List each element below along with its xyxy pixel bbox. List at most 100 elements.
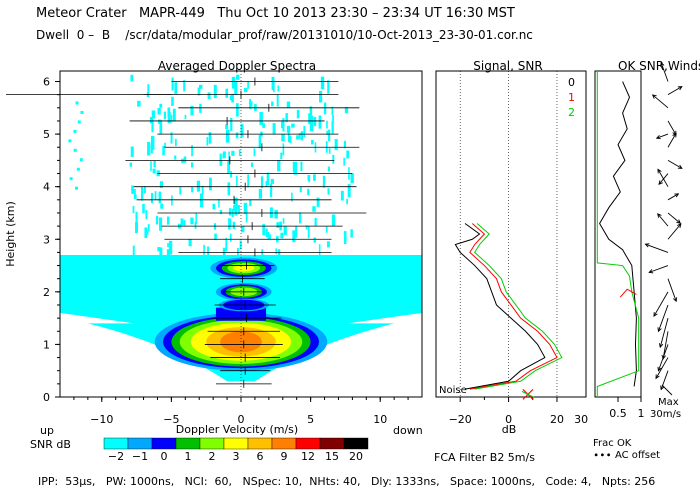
clutter-speck: [281, 120, 285, 129]
x-tick-label: 0: [238, 413, 245, 426]
header-title: Meteor Crater MAPR-449 Thu Oct 10 2013 2…: [36, 6, 515, 21]
clutter-speck: [237, 204, 240, 215]
clutter-speck: [196, 180, 201, 192]
wind-arrow-shaft: [659, 318, 669, 348]
clutter-speck: [230, 117, 233, 131]
clutter-speck: [199, 193, 204, 208]
clutter-speck: [227, 182, 231, 196]
colorbar-swatch: [343, 437, 369, 450]
clutter-speck: [133, 188, 136, 199]
clutter-speck: [231, 76, 236, 86]
clutter-speck: [228, 151, 230, 164]
clutter-speck: [265, 181, 268, 187]
clutter-speck: [276, 222, 280, 228]
clutter-speck: [295, 226, 298, 238]
colorbar-swatch: [223, 437, 249, 450]
x-tick-label: −10: [90, 413, 113, 426]
clutter-speck: [280, 232, 284, 239]
clutter-speck: [327, 80, 330, 94]
max-arrow: [661, 384, 673, 396]
clutter-speck: [298, 212, 302, 224]
colorbar-level-label: 15: [325, 450, 339, 463]
clutter-speck: [281, 134, 285, 142]
colorbar-swatch: [271, 437, 297, 450]
clutter-speck: [280, 152, 283, 160]
clutter-speck: [156, 215, 159, 221]
clutter-speck: [167, 243, 169, 248]
y-tick-label: 0: [43, 391, 50, 404]
y-tick-label: 4: [43, 181, 50, 194]
spectra-heatmap: [60, 71, 422, 397]
clutter-speck: [270, 183, 273, 198]
clutter-speck: [155, 217, 159, 225]
wind-arrow-head: [676, 219, 682, 224]
clutter-speck: [143, 186, 146, 194]
wind-arrow-head: [657, 213, 662, 218]
clutter-speck: [274, 209, 278, 219]
clutter-speck: [75, 101, 79, 105]
clutter-speck: [292, 230, 296, 243]
clutter-speck: [266, 172, 270, 186]
clutter-speck: [300, 161, 303, 172]
clutter-speck: [222, 247, 226, 260]
clutter-speck: [228, 218, 231, 230]
clutter-speck: [239, 240, 242, 250]
doppler-spectra-panel: Averaged Doppler Spectra −10 −5 0 5 10 01234…: [4, 59, 423, 463]
clutter-speck: [135, 222, 138, 234]
clutter-speck: [234, 207, 238, 216]
snr-gridlines: [459, 71, 558, 397]
clutter-speck: [260, 176, 263, 189]
clutter-speck: [167, 112, 171, 124]
wind-arrow-head: [674, 193, 680, 198]
clutter-speck: [238, 149, 241, 156]
wind-arrow-shaft: [653, 291, 669, 317]
clutter-speck: [195, 213, 197, 224]
clutter-speck: [312, 206, 316, 212]
clutter-speck: [291, 192, 293, 202]
clutter-speck: [203, 244, 205, 257]
clutter-speck: [250, 162, 253, 168]
clutter-speck: [326, 120, 328, 129]
clutter-speck: [183, 80, 186, 92]
clutter-speck: [277, 160, 281, 172]
wind-arrow-head: [660, 61, 665, 67]
wind-arrow-head: [644, 243, 650, 248]
clutter-speck: [147, 141, 151, 156]
clutter-speck: [135, 211, 138, 226]
frac-ok-red-segment: [619, 288, 637, 298]
frac-ok-x-tick-label: 1: [638, 407, 645, 420]
wind-arrow-shaft: [660, 62, 669, 82]
clutter-speck: [159, 181, 164, 188]
clutter-speck: [174, 138, 177, 146]
clutter-speck: [314, 217, 317, 227]
snr-title: Signal, SNR: [473, 59, 542, 73]
clutter-speck: [190, 105, 194, 116]
colorbar-level-label: 1: [185, 450, 192, 463]
clutter-speck: [212, 203, 216, 210]
clutter-speck: [326, 130, 330, 135]
y-tick-label: 2: [43, 286, 50, 299]
clutter-speck: [327, 241, 330, 248]
clutter-speck: [318, 244, 321, 258]
filter-caption: FCA Filter B2 5m/s: [434, 451, 535, 464]
colorbar-swatch: [199, 437, 225, 450]
clutter-speck: [346, 198, 348, 205]
colorbar-level-label: 6: [257, 450, 264, 463]
snr-x-axis: −20 0 20 30: [449, 397, 588, 426]
wind-arrow-head: [661, 354, 666, 360]
frac-ok-x-tick-label: 0.5: [609, 407, 627, 420]
clutter-speck: [268, 234, 271, 240]
clutter-speck: [73, 148, 77, 152]
snr-series-2: [474, 223, 563, 390]
wind-arrow-shaft: [667, 223, 682, 240]
x-tick-label: 5: [307, 413, 314, 426]
clutter-speck: [282, 218, 285, 224]
clutter-speck: [153, 161, 156, 168]
clutter-speck: [311, 139, 314, 145]
ac-offset-label: ∙∙∙ AC offset: [593, 450, 660, 461]
wind-arrow-head: [672, 130, 677, 136]
clutter-speck: [159, 103, 163, 108]
clutter-speck: [293, 161, 298, 175]
clutter-speck: [275, 248, 277, 255]
